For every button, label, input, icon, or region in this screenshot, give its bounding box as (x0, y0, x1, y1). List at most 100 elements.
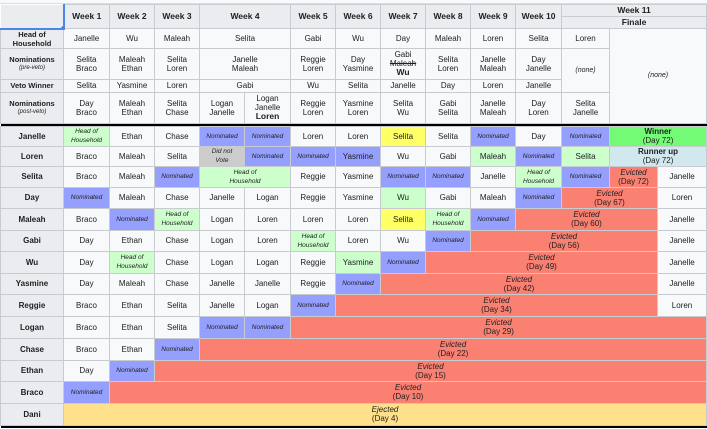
vote-cell: Day (63, 229, 110, 252)
evicted-day: (Day 15) (415, 370, 446, 380)
vote-cell: Reggie (290, 272, 337, 295)
hoh-cell: Wu (335, 28, 382, 49)
nominee-added: Loren (255, 111, 280, 121)
nominee: Selita (166, 98, 187, 108)
vote-cell: Wu (380, 145, 427, 167)
nominated-cell: Nominated (109, 359, 155, 382)
vote-cell-highlighted: Yasmine (335, 250, 382, 274)
nominee: Day (531, 98, 546, 108)
winner-cell: Winner (Day 72) (609, 125, 707, 147)
nominated-cell: Nominated (63, 186, 110, 209)
nominee: Selita (393, 98, 414, 108)
nominated-cell: Nominated (561, 165, 611, 188)
player-row-janelle: Janelle Head of Household Ethan Chase Nom… (0, 125, 707, 147)
hoh-cell: Maleah (425, 28, 472, 49)
nom-post-cell: Logan Janelle Loren (243, 91, 292, 124)
veto-vote-cell: Selita (380, 125, 427, 147)
veto-cell: Wu (290, 78, 337, 93)
evicted-label: Evicted (573, 210, 600, 219)
vote-cell: Maleah (109, 272, 155, 295)
player-name: Maleah (0, 207, 64, 231)
nominated-cell: Nominated (380, 165, 427, 188)
vote-cell: Selita (425, 125, 472, 147)
evicted-label: Evicted (394, 383, 422, 392)
vote-cell: Gabi (425, 145, 472, 167)
spreadsheet-top-strip (0, 0, 707, 4)
label-text: Nominations (9, 54, 55, 64)
nominee: Maleah (479, 63, 507, 73)
player-row-day: Day Nominated Maleah Chase Janelle Logan… (0, 186, 707, 209)
nominee: Selita (76, 54, 97, 64)
vote-cell: Chase (154, 250, 200, 274)
nominee: Maleah (118, 54, 146, 64)
nom-post-cell: Selita Wu (380, 91, 427, 124)
vote-cell: Day (515, 125, 563, 147)
player-name: Ethan (0, 359, 64, 382)
evicted-label: Evicted (483, 296, 510, 305)
vote-cell: Logan (199, 250, 245, 274)
vote-cell: Logan (243, 250, 292, 274)
nominee: Janelle (232, 54, 258, 64)
evicted-label: Evicted (596, 188, 623, 198)
label-text: Nominations (9, 98, 55, 108)
runner-up-cell: Runner up (Day 72) (609, 145, 707, 167)
vote-cell: Braco (63, 207, 110, 231)
nom-post-cell: Day Braco (63, 91, 110, 124)
selection-handle[interactable] (60, 25, 62, 27)
week11-none-cell: (none) (561, 47, 611, 93)
hoh-status-cell: Head of Household (198, 165, 292, 188)
vote-cell: Braco (63, 145, 110, 167)
hoh-status-cell: Head of Household (109, 250, 155, 274)
section-divider (0, 123, 707, 126)
vote-cell-highlighted: Selita (561, 145, 611, 167)
vote-cell: Day (63, 359, 110, 382)
jury-vote-cell: Janelle (657, 207, 707, 231)
vote-cell: Loren (335, 207, 382, 231)
nominee: Janelle (572, 107, 599, 117)
evicted-cell: Evicted (Day 60) (515, 207, 659, 231)
vote-cell: Logan (199, 229, 245, 252)
hoh-status-cell: Head of Household (154, 207, 200, 231)
ejected-cell: Ejected (Day 4) (62, 402, 707, 426)
nominee: Loren (302, 63, 324, 73)
status-text: Vote (215, 157, 229, 164)
hoh-cell: Janelle (63, 28, 110, 49)
nom-pre-cell: Selita Braco (63, 47, 110, 80)
player-row-loren: Loren Braco Maleah Selita Did not Vote No… (0, 145, 707, 167)
nominated-cell: Nominated (243, 315, 292, 339)
week-header: Week 9 (470, 4, 517, 29)
nominated-cell: Nominated (63, 380, 110, 404)
player-name: Loren (0, 145, 64, 167)
vote-cell: Reggie (290, 186, 337, 209)
evicted-label: Evicted (528, 253, 555, 262)
veto-vote-cell: Selita (380, 207, 427, 231)
hoh-status-cell: Head of Household (515, 165, 563, 188)
hoh-cell: Day (380, 28, 427, 49)
evicted-cell: Evicted (Day 15) (153, 359, 707, 382)
player-row-dani: Dani Ejected (Day 4) (0, 402, 707, 426)
hoh-cell: Maleah (154, 28, 200, 49)
nom-pre-cell: Day Yasmine (335, 47, 382, 80)
corner-cell-selected[interactable] (0, 4, 65, 30)
nominated-cell: Nominated (515, 186, 563, 209)
vote-cell: Chase (154, 125, 200, 147)
nominee: Loren (302, 107, 324, 117)
hoh-status-cell: Head of Household (290, 229, 337, 252)
player-name: Day (0, 186, 64, 209)
result-label: Winner (644, 127, 672, 136)
vote-cell: Janelle (199, 186, 245, 209)
week-header: Week 10 (515, 4, 563, 29)
nominated-cell: Nominated (335, 272, 382, 295)
finale-header: Finale (561, 16, 707, 29)
nominee: Gabi (394, 50, 412, 59)
week-header: Week 5 (290, 4, 337, 29)
nom-post-cell: Logan Janelle (199, 91, 245, 124)
evicted-label: Evicted (439, 340, 467, 349)
status-text: Head of (233, 168, 257, 176)
nominated-cell: Nominated (425, 165, 472, 188)
nominated-cell: Nominated (199, 315, 245, 339)
nominee: Chase (165, 107, 189, 117)
veto-cell: Gabi (198, 78, 292, 93)
result-label: Runner up (638, 147, 679, 156)
player-row-reggie: Reggie Braco Ethan Selita Janelle Logan … (0, 293, 707, 317)
